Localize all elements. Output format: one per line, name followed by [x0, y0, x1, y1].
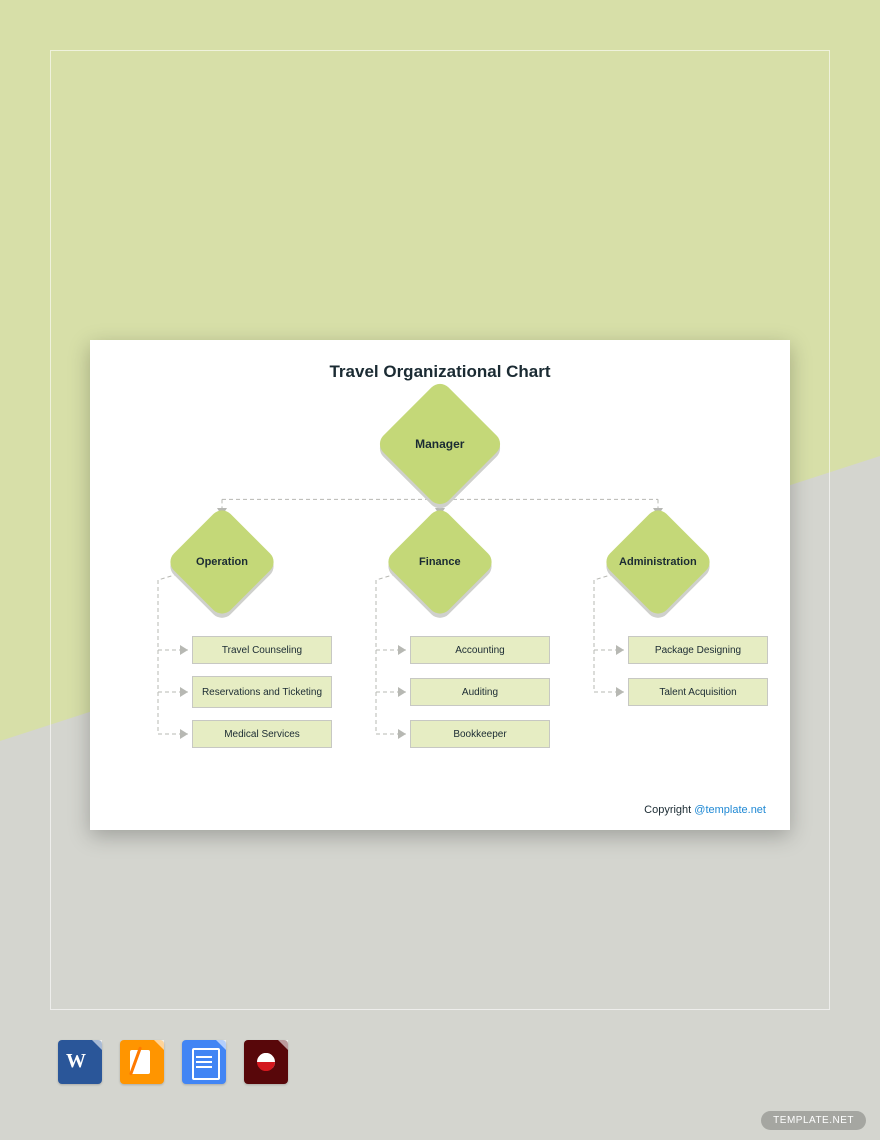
- node-finance: Finance: [383, 505, 496, 618]
- word-icon[interactable]: [58, 1040, 102, 1084]
- leaf-reservations-and-ticketing: Reservations and Ticketing: [192, 676, 332, 708]
- chart-title: Travel Organizational Chart: [118, 362, 762, 382]
- leaf-talent-acquisition: Talent Acquisition: [628, 678, 768, 706]
- node-administration: Administration: [601, 505, 714, 618]
- copyright-text: Copyright: [644, 804, 694, 816]
- leaf-accounting: Accounting: [410, 636, 550, 664]
- pdf-icon[interactable]: [244, 1040, 288, 1084]
- node-label: Finance: [419, 556, 461, 568]
- leaf-package-designing: Package Designing: [628, 636, 768, 664]
- leaf-travel-counseling: Travel Counseling: [192, 636, 332, 664]
- leaf-bookkeeper: Bookkeeper: [410, 720, 550, 748]
- leaf-medical-services: Medical Services: [192, 720, 332, 748]
- leaf-auditing: Auditing: [410, 678, 550, 706]
- node-label: Administration: [619, 556, 697, 568]
- google-docs-icon[interactable]: [182, 1040, 226, 1084]
- org-chart-card: Travel Organizational Chart Manager Opera…: [90, 340, 790, 830]
- chart-area: Manager Operation Finance Administration Tra…: [118, 392, 762, 772]
- watermark: TEMPLATE.NET: [761, 1111, 866, 1130]
- copyright: Copyright @template.net: [644, 804, 766, 816]
- copyright-link[interactable]: @template.net: [694, 804, 766, 816]
- node-operation: Operation: [165, 505, 278, 618]
- node-manager: Manager: [375, 379, 505, 509]
- pages-icon[interactable]: [120, 1040, 164, 1084]
- node-label: Operation: [196, 556, 248, 568]
- node-label: Manager: [415, 437, 464, 451]
- file-icons-row: [58, 1040, 288, 1084]
